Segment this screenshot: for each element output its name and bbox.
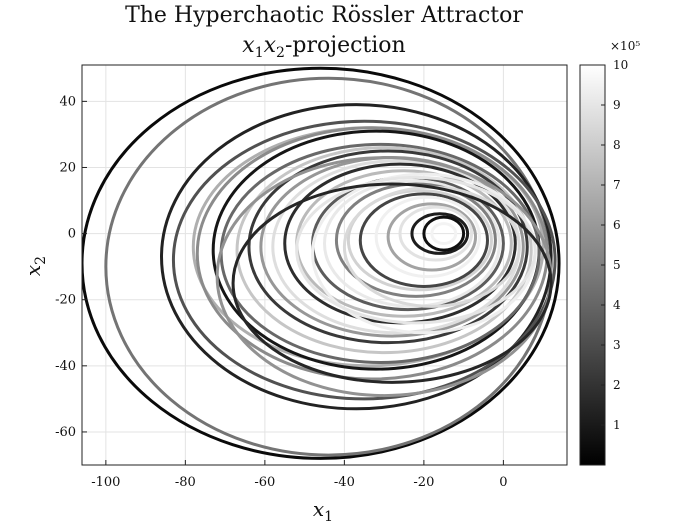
trajectory-loop [374, 195, 482, 279]
trajectory-loop [386, 202, 478, 272]
x-tick-label: -60 [254, 475, 275, 490]
y-axis-label: x2 [21, 256, 49, 276]
colorbar-tick-label: 2 [613, 378, 621, 392]
trajectory-loop [171, 119, 557, 401]
y-tick-label: -20 [55, 293, 76, 308]
y-axis-ticks: -60 -40 -20 0 20 40 [55, 94, 87, 440]
colorbar-tick-label: 6 [613, 218, 621, 232]
trajectory-loop [247, 149, 529, 345]
colorbar-tick-label: 4 [613, 298, 621, 312]
colorbar-tick-label: 8 [613, 138, 621, 152]
y-tick-label: 20 [59, 160, 76, 175]
trajectory-loop [430, 222, 458, 246]
trajectory-loop [398, 205, 474, 262]
trajectory-loop [235, 146, 533, 355]
trajectory-loop [82, 66, 561, 460]
trajectory-loop [346, 189, 493, 292]
y-tick-label: -40 [55, 359, 76, 374]
colorbar-tick-label: 9 [613, 98, 621, 112]
trajectory-loop [231, 182, 553, 384]
attractor-trajectory [82, 66, 561, 460]
trajectory-loop [422, 215, 466, 252]
x-tick-label: -100 [91, 475, 120, 490]
trajectory-loop [410, 212, 470, 255]
plot-frame [81, 64, 568, 466]
colorbar-tick-label: 7 [613, 178, 621, 192]
y-tick-label: 0 [68, 227, 76, 242]
chart-title: The Hyperchaotic Rössler Attractor [125, 3, 523, 28]
colorbar-exponent: ×10⁵ [610, 39, 640, 53]
colorbar-tick-label: 5 [613, 258, 621, 272]
colorbar-tick-label: 10 [613, 58, 628, 72]
colorbar-tick-label: 1 [613, 418, 621, 432]
y-tick-label: -60 [55, 425, 76, 440]
x-axis-ticks: -100 -80 -60 -40 -20 0 [91, 460, 508, 490]
colorbar-ticks: 1 2 3 4 5 6 7 8 9 10 [601, 58, 628, 432]
x-axis-label: x1 [313, 497, 333, 525]
colorbar-tick-label: 3 [613, 338, 621, 352]
x-tick-label: -20 [413, 475, 434, 490]
x-tick-label: -40 [334, 475, 355, 490]
x-tick-label: -80 [175, 475, 196, 490]
chart-subtitle: x1x2-projection [242, 33, 405, 61]
trajectory-loop [295, 175, 537, 325]
trajectory-loop [358, 192, 489, 288]
trajectory-loop [160, 103, 553, 411]
y-tick-label: 40 [59, 94, 76, 109]
x-tick-label: 0 [499, 475, 507, 490]
